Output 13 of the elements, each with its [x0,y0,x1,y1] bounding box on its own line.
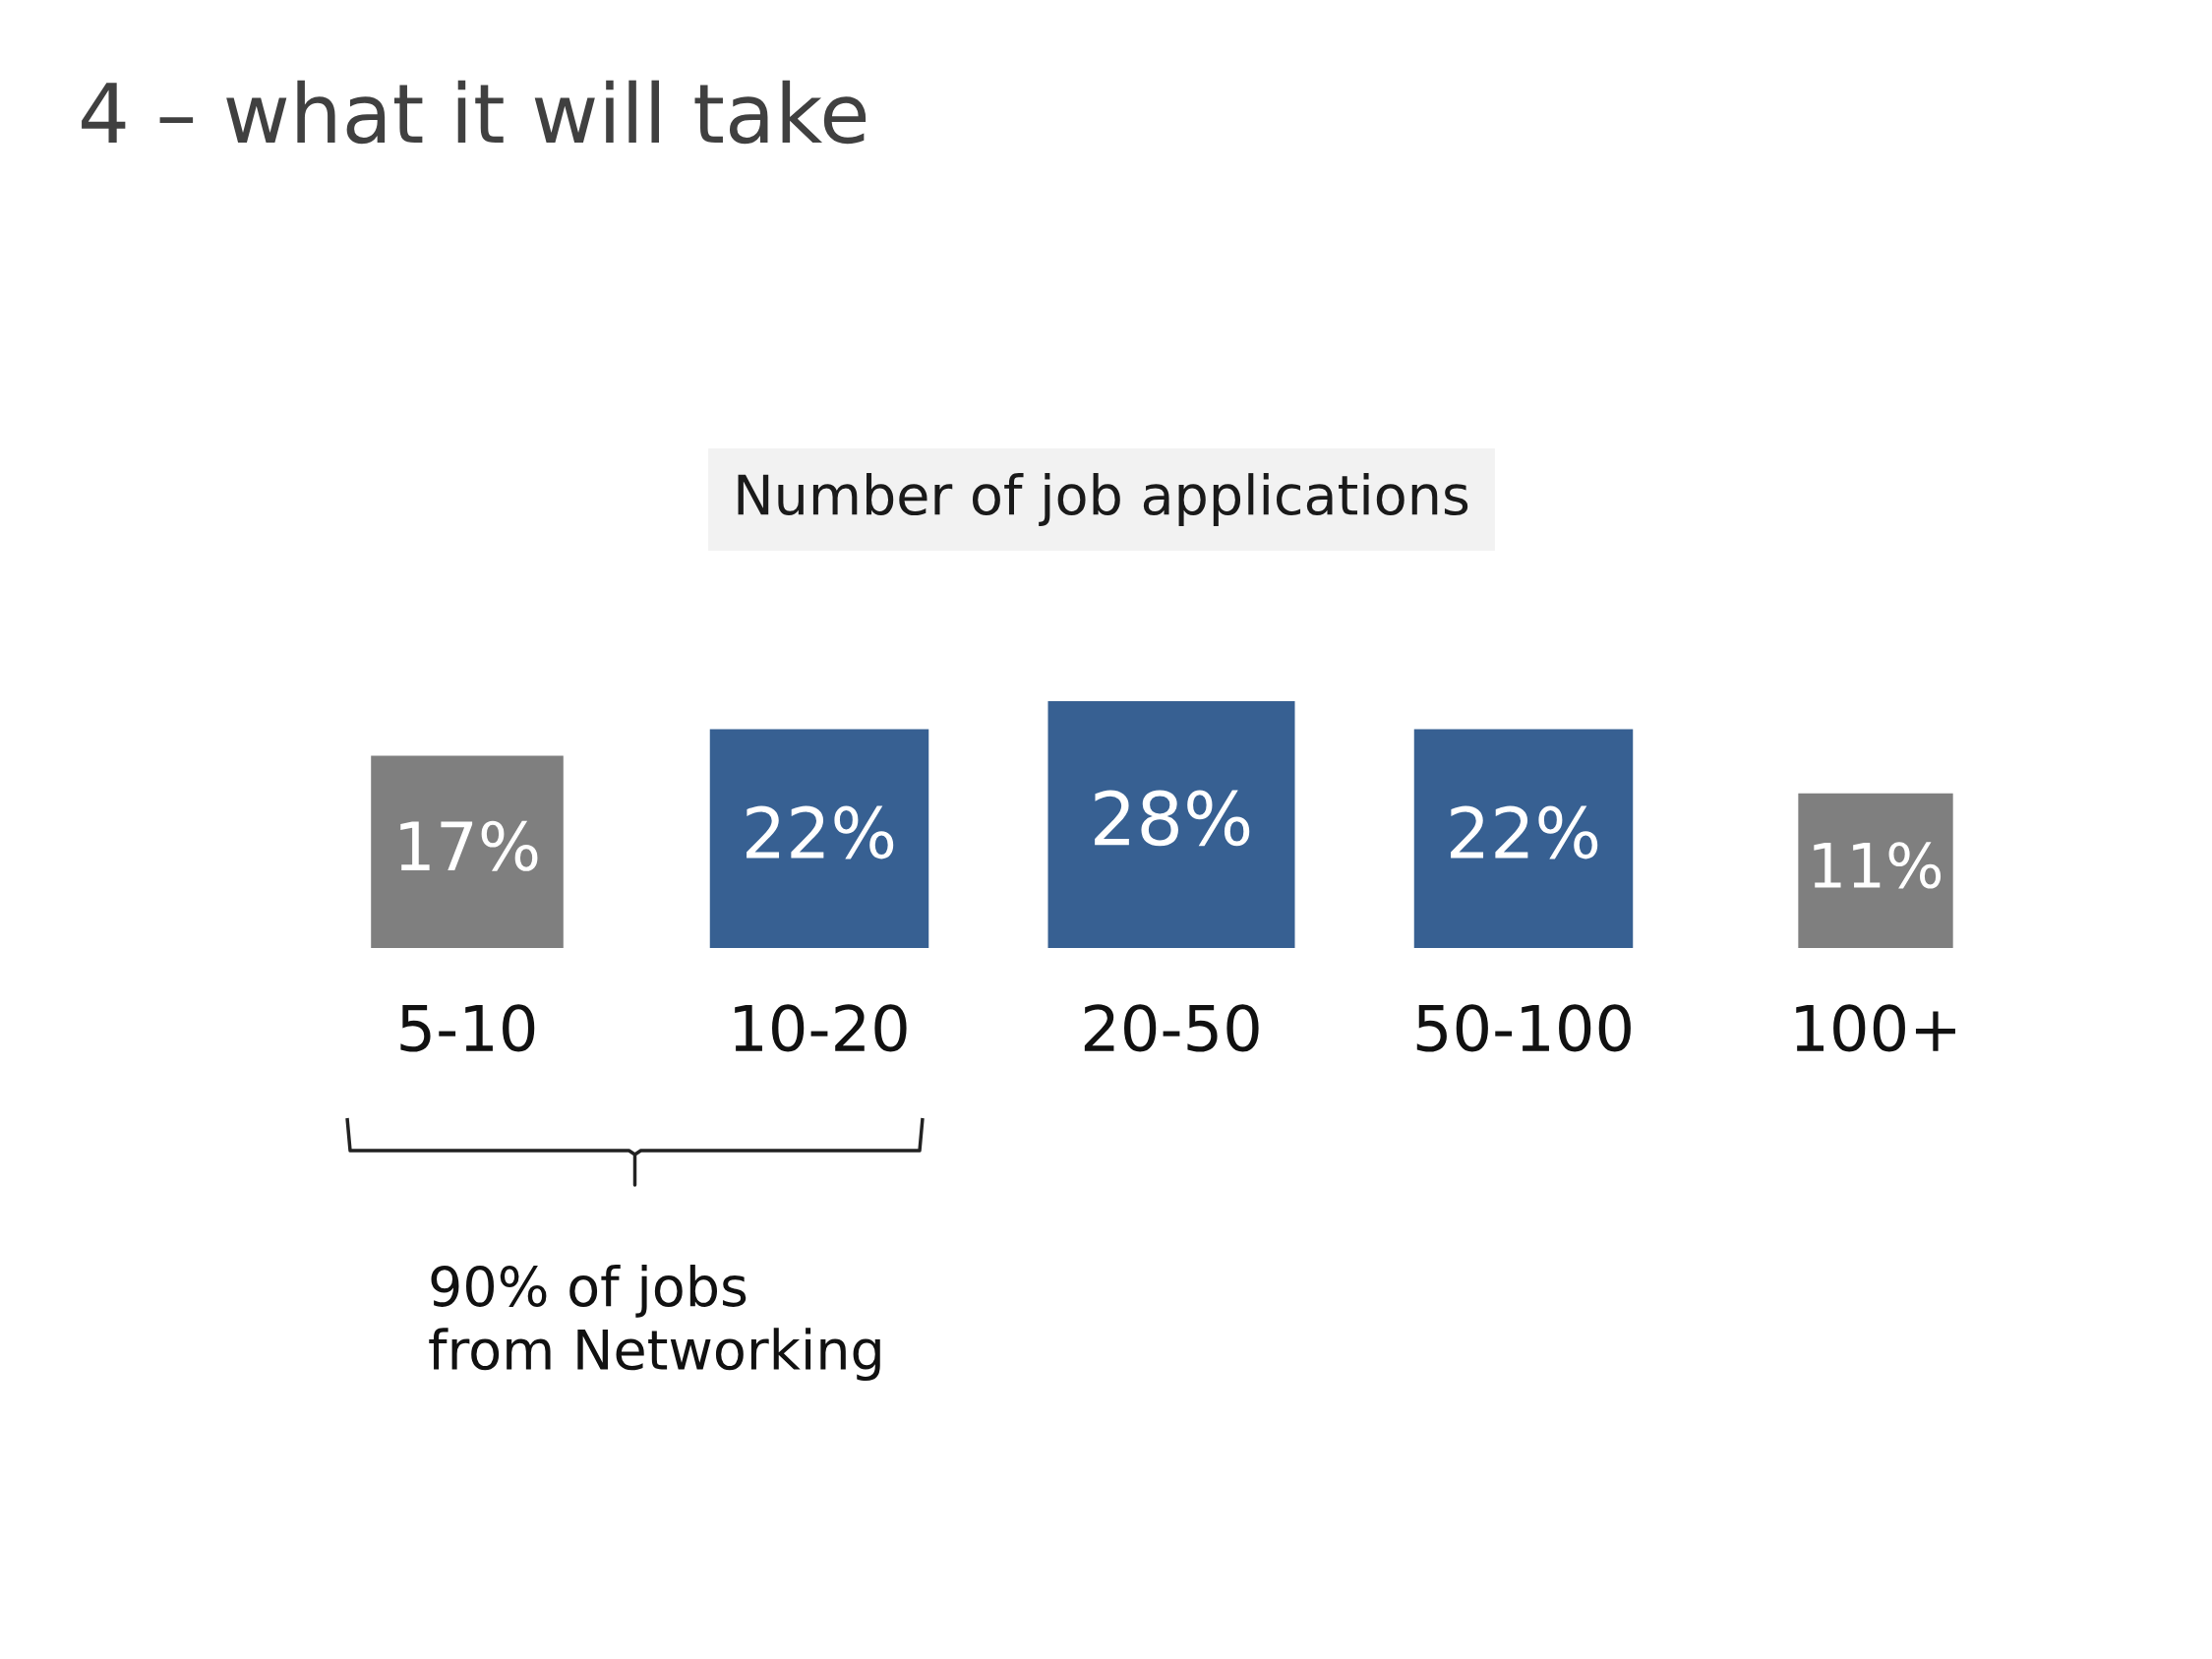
category-label: 20-50 [1084,1004,1259,1052]
category-label: 5-10 [400,1004,535,1052]
text: 90% of jobs from Networking [429,1264,880,1382]
data-label: 17% [400,820,538,871]
text: Number of job applications [738,473,1468,526]
category-label: 50-100 [1416,1004,1631,1052]
data-label: 28% [1095,790,1250,847]
text: 4 – what it will take [82,80,867,145]
data-label: 22% [747,805,894,859]
category-label: 10-20 [735,1004,907,1052]
data-label: 11% [1814,842,1942,889]
data-label: 22% [1451,805,1598,859]
category-label: 100+ [1796,1004,1955,1052]
